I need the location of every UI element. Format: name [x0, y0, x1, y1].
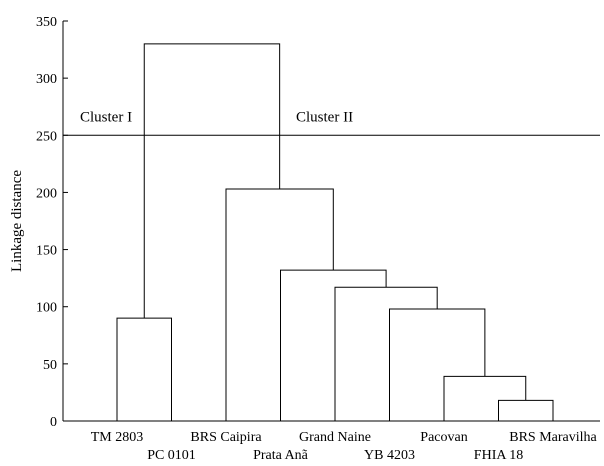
leaf-label-brs-maravilha: BRS Maravilha — [509, 430, 597, 445]
y-tick-label-0: 0 — [50, 415, 57, 430]
dendrogram-link-1 — [498, 399, 554, 421]
cluster-label-1: Cluster I — [80, 109, 132, 125]
dendrogram-link-3 — [116, 317, 172, 421]
y-tick-label-300: 300 — [36, 72, 57, 87]
cluster-label-2: Cluster II — [296, 109, 353, 125]
axes — [62, 21, 600, 422]
y-tick-label-200: 200 — [36, 186, 57, 201]
leaf-label-prata-an-: Prata Anã — [253, 448, 309, 461]
dendrogram-link-2 — [443, 375, 527, 421]
dendrogram-link-7 — [225, 188, 334, 421]
leaf-label-yb-4203: YB 4203 — [364, 448, 415, 461]
leaf-label-tm-2803: TM 2803 — [91, 430, 144, 445]
dendrogram-link-6 — [280, 269, 387, 421]
leaf-label-brs-caipira: BRS Caipira — [190, 430, 262, 445]
dendrogram-link-4 — [389, 308, 486, 421]
y-axis-label: Linkage distance — [9, 170, 25, 272]
y-tick-label-50: 50 — [43, 358, 57, 373]
dendrogram-link-8 — [143, 43, 281, 319]
leaf-label-pacovan: Pacovan — [420, 430, 467, 445]
y-axis-ticks: 0 50 100 150 200 250 300 350 — [36, 15, 68, 430]
y-tick-label-150: 150 — [36, 244, 57, 259]
dendrogram-link-5 — [334, 286, 438, 421]
leaf-label-fhia-18: FHIA 18 — [474, 448, 523, 461]
y-tick-label-250: 250 — [36, 129, 57, 144]
leaf-label-pc-0101: PC 0101 — [147, 448, 196, 461]
y-tick-label-100: 100 — [36, 301, 57, 316]
dendrogram-links — [116, 43, 554, 421]
y-tick-label-350: 350 — [36, 15, 57, 30]
leaf-label-grand-naine: Grand Naine — [299, 430, 371, 445]
